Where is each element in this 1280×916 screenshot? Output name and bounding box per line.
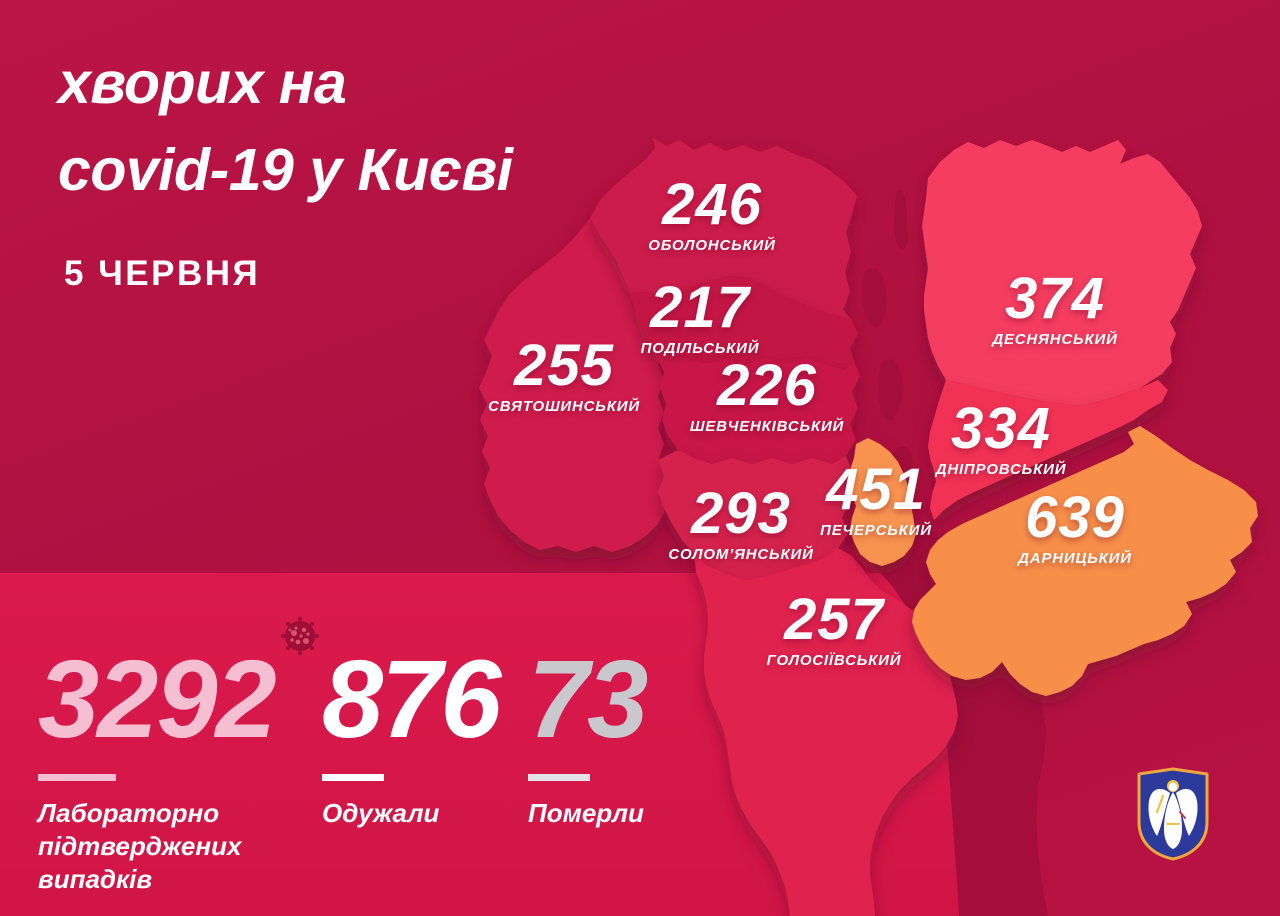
river-island <box>861 267 887 328</box>
district-shape-pecherskyi <box>848 438 916 566</box>
district-label-pecherskyi: 451 ПЕЧЕРСЬКИЙ <box>820 457 932 540</box>
district-cases: 293 <box>691 481 791 546</box>
district-label-solomianskyi: 293 СОЛОМ’ЯНСЬКИЙ <box>668 481 814 564</box>
district-cases: 374 <box>1005 266 1105 331</box>
stat-deaths-label: Померли <box>528 798 644 828</box>
virus-icon <box>281 617 319 655</box>
district-label-dniprovskyi: 334 ДНІПРОВСЬКИЙ <box>935 396 1067 479</box>
district-cases: 334 <box>951 396 1051 461</box>
stat-confirmed-value: 3292 <box>38 638 277 761</box>
district-cases: 257 <box>784 587 884 652</box>
district-cases: 226 <box>717 353 817 418</box>
district-label-podilskyi: 217 ПОДІЛЬСЬКИЙ <box>640 275 760 358</box>
title-line1: хворих на <box>58 50 347 116</box>
district-shape-obolonskyi <box>590 138 857 320</box>
district-cases: 639 <box>1025 485 1125 550</box>
district-label-darnytskyi: 639 ДАРНИЦЬКИЙ <box>1018 485 1132 568</box>
stat-recovered-label: Одужали <box>322 798 440 828</box>
district-shape-darnytskyi <box>912 426 1258 696</box>
district-label-obolonskyi: 246 ОБОЛОНСЬКИЙ <box>648 172 776 255</box>
stat-recovered-value: 876 <box>322 638 502 761</box>
stat-deaths-value: 73 <box>528 638 648 761</box>
district-cases: 255 <box>514 333 614 398</box>
district-name: ШЕВЧЕНКІВСЬКИЙ <box>689 418 845 435</box>
emblem-archangel <box>1148 780 1198 849</box>
district-name: ГОЛОСІЇВСЬКИЙ <box>766 652 902 669</box>
district-label-holosiivskyi: 257 ГОЛОСІЇВСЬКИЙ <box>766 587 902 670</box>
district-shape-desnianskyi <box>922 140 1202 406</box>
stat-underline <box>528 774 590 781</box>
date-label: 5 ЧЕРВНЯ <box>64 254 261 293</box>
district-shape-solomianskyi <box>658 450 852 580</box>
district-shape-shevchenkivskyi <box>654 352 860 464</box>
district-name: СВЯТОШИНСЬКИЙ <box>488 398 640 415</box>
stat-recovered: 876 Одужали <box>322 638 502 830</box>
stat-confirmed: 3292 Лабораторно підтверджених випадків <box>38 645 283 896</box>
district-label-shevchenkivskyi: 226 ШЕВЧЕНКІВСЬКИЙ <box>689 353 845 436</box>
district-name: ПОДІЛЬСЬКИЙ <box>640 340 760 357</box>
district-shape-holosiivskyi <box>694 548 958 916</box>
river-island <box>894 191 908 249</box>
title-line2: covid-19 у Києві <box>58 137 513 204</box>
kyiv-coat-of-arms <box>1137 767 1209 861</box>
district-shape-podilskyi <box>630 276 858 370</box>
district-name: ПЕЧЕРСЬКИЙ <box>820 522 932 539</box>
district-name: ДЕСНЯНСЬКИЙ <box>992 331 1118 348</box>
district-name: ДНІПРОВСЬКИЙ <box>935 461 1067 478</box>
district-label-desnianskyi: 374 ДЕСНЯНСЬКИЙ <box>992 266 1118 349</box>
stat-underline <box>322 774 384 781</box>
stat-underline <box>38 774 116 781</box>
district-cases: 246 <box>662 172 762 237</box>
district-name: СОЛОМ’ЯНСЬКИЙ <box>668 546 814 563</box>
stat-confirmed-label: Лабораторно підтверджених випадків <box>38 798 242 895</box>
district-shape-dniprovskyi <box>928 380 1168 520</box>
district-label-sviatoshynskyi: 255 СВЯТОШИНСЬКИЙ <box>488 333 640 416</box>
stat-deaths: 73 Померли <box>528 638 648 830</box>
district-cases: 217 <box>650 275 750 340</box>
river-island <box>878 359 903 421</box>
district-shape-sviatoshynskyi <box>479 210 666 552</box>
district-cases: 451 <box>826 457 926 522</box>
district-name: ДАРНИЦЬКИЙ <box>1018 550 1132 567</box>
page-title: хворих на covid-19 у Києві <box>58 40 513 215</box>
district-name: ОБОЛОНСЬКИЙ <box>648 237 776 254</box>
